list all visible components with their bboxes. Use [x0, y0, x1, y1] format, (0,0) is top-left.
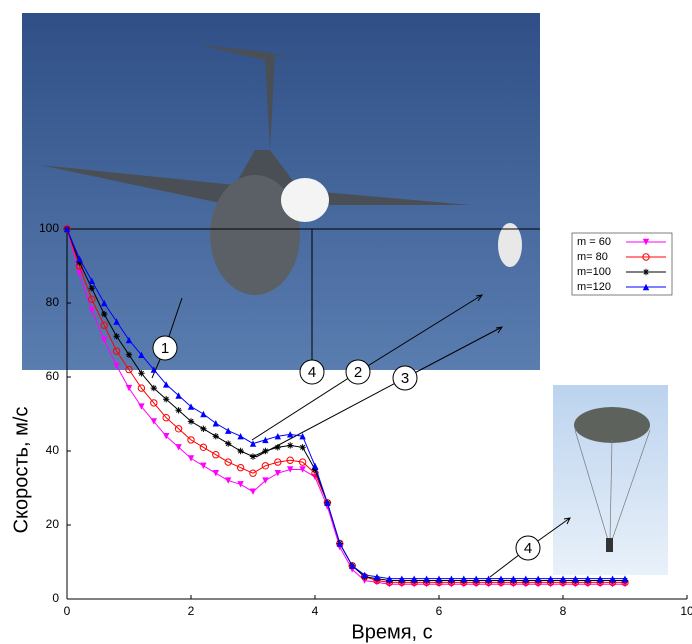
marker [225, 440, 231, 446]
y-axis-label: Скорость, м/с [10, 407, 32, 534]
annotation: 2 [354, 364, 362, 381]
marker [213, 433, 219, 439]
x-tick-label: 8 [560, 604, 567, 618]
marker [275, 444, 281, 450]
marker [188, 418, 194, 424]
marker [200, 411, 206, 417]
legend-label: m=100 [577, 266, 611, 278]
marker [262, 437, 268, 443]
x-tick-label: 4 [312, 604, 319, 618]
y-tick-label: 20 [46, 517, 60, 531]
marker [138, 370, 144, 376]
marker [225, 477, 231, 483]
marker [200, 426, 206, 432]
legend-label: m=120 [577, 281, 611, 293]
marker [299, 444, 305, 450]
x-tick-label: 0 [64, 604, 71, 618]
marker [237, 481, 243, 487]
annotation: 3 [401, 370, 409, 387]
y-tick-label: 60 [46, 369, 60, 383]
marker [89, 285, 95, 291]
marker [126, 385, 132, 391]
y-tick-label: 0 [52, 591, 59, 605]
marker [237, 433, 243, 439]
marker [175, 407, 181, 413]
marker [250, 440, 256, 446]
legend: m = 60 m= 80 m=100 m=120 [572, 233, 672, 295]
chart: Время, с Скорость, м/с 1 2 3 4 4 0 2 4 6 8 10… [0, 0, 692, 644]
x-tick-label: 6 [436, 604, 443, 618]
marker [101, 311, 107, 317]
x-tick-label: 2 [188, 604, 195, 618]
marker [237, 448, 243, 454]
x-axis-label: Время, с [351, 621, 432, 643]
marker [213, 470, 219, 476]
marker [200, 463, 206, 469]
x-tick-label: 10 [680, 604, 692, 618]
marker [188, 455, 194, 461]
marker [275, 470, 281, 476]
annotation: 1 [161, 340, 169, 357]
marker [250, 453, 256, 459]
marker [225, 427, 231, 433]
legend-label: m= 80 [577, 251, 608, 263]
y-tick-label: 100 [39, 221, 59, 235]
annotation: 4 [524, 540, 532, 557]
y-tick-label: 80 [46, 295, 60, 309]
photo-parachute [553, 385, 668, 575]
annotation: 4 [308, 364, 316, 381]
legend-label: m = 60 [577, 236, 611, 248]
y-tick-label: 40 [46, 443, 60, 457]
marker [287, 442, 293, 448]
marker [250, 489, 256, 495]
marker [126, 352, 132, 358]
